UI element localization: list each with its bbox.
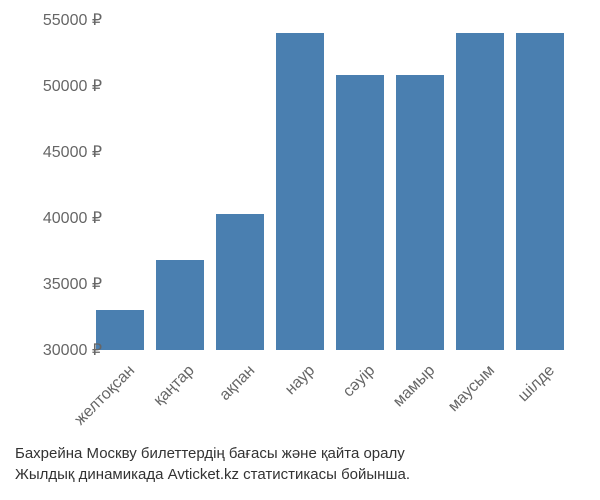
price-chart xyxy=(90,20,580,350)
bar xyxy=(96,310,144,350)
x-tick-label: ақпан xyxy=(216,362,259,405)
y-tick-label: 40000 ₽ xyxy=(43,208,102,228)
x-tick-label: маусым xyxy=(445,362,499,416)
chart-caption: Бахрейна Москву билеттердің бағасы және … xyxy=(15,443,585,485)
bar xyxy=(336,75,384,350)
bar xyxy=(516,33,564,350)
caption-line2: Жылдық динамикада Avticket.kz статистика… xyxy=(15,466,410,483)
bar xyxy=(396,75,444,350)
x-tick-label: шілде xyxy=(515,362,559,406)
x-tick-label: қаңтар xyxy=(151,362,199,410)
y-tick-label: 35000 ₽ xyxy=(43,274,102,294)
x-tick-label: наур xyxy=(282,362,319,399)
plot-area xyxy=(90,20,570,350)
y-tick-label: 30000 ₽ xyxy=(43,340,102,360)
caption-line1: Бахрейна Москву билеттердің бағасы және … xyxy=(15,445,405,462)
x-tick-label: мамыр xyxy=(390,362,439,411)
y-tick-label: 45000 ₽ xyxy=(43,142,102,162)
y-tick-label: 50000 ₽ xyxy=(43,76,102,96)
x-tick-label: желтоқсан xyxy=(71,362,138,429)
x-axis-labels: желтоқсанқаңтарақпаннаурсәуірмамырмаусым… xyxy=(90,360,570,440)
bar xyxy=(456,33,504,350)
bar xyxy=(276,33,324,350)
bar xyxy=(216,214,264,350)
bar xyxy=(156,260,204,350)
x-tick-label: сәуір xyxy=(340,362,379,401)
y-tick-label: 55000 ₽ xyxy=(43,10,102,30)
